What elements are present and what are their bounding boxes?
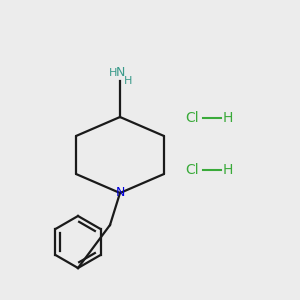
Text: H: H <box>109 68 117 78</box>
Text: N: N <box>115 66 125 79</box>
Text: Cl: Cl <box>185 111 199 125</box>
Text: H: H <box>223 163 233 177</box>
Text: H: H <box>124 76 132 86</box>
Text: H: H <box>223 111 233 125</box>
Text: N: N <box>115 187 125 200</box>
Text: Cl: Cl <box>185 163 199 177</box>
